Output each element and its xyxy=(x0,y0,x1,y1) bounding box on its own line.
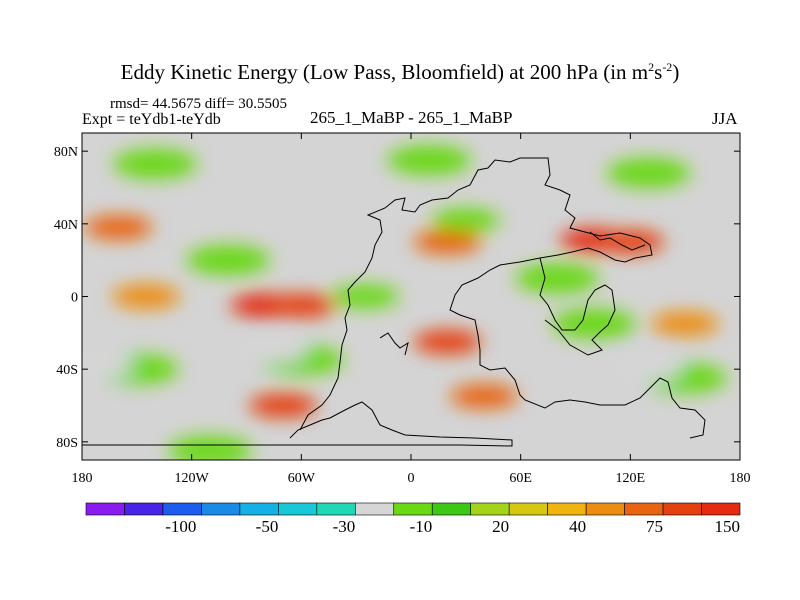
field-region-14 xyxy=(186,245,271,276)
coastline-antarctica xyxy=(82,401,513,447)
colorbar-label: -100 xyxy=(165,517,196,536)
field-region-11 xyxy=(113,148,198,179)
field-region-15 xyxy=(331,284,400,309)
chart-title: Eddy Kinetic Energy (Low Pass, Bloomfiel… xyxy=(120,60,680,84)
y-tick-label: 0 xyxy=(71,291,78,306)
coastline-india xyxy=(539,257,616,356)
field-region-23 xyxy=(239,339,308,363)
field-region-25 xyxy=(167,435,252,460)
field-region-4 xyxy=(413,230,482,254)
colorbar-label: -50 xyxy=(256,517,279,536)
field-region-24 xyxy=(614,357,683,382)
colorbar-swatch xyxy=(278,502,318,516)
colorbar-swatch xyxy=(701,502,741,516)
colorbar-swatch xyxy=(547,502,587,516)
colorbar-label: -30 xyxy=(333,517,356,536)
coastline-seasia xyxy=(589,231,646,251)
x-tick-label: 60W xyxy=(288,471,316,486)
x-tick-label: 120E xyxy=(616,471,646,486)
plot-background xyxy=(82,133,740,460)
field-region-22 xyxy=(82,353,135,378)
colorbar-swatch xyxy=(239,502,279,516)
colorbar-label: 75 xyxy=(646,517,663,536)
axes: 180 120W 60W 0 60E 120E 180 80N 40N 0 40S 80S xyxy=(54,133,751,486)
y-tick-label: 80N xyxy=(54,145,78,160)
field-region-13 xyxy=(606,157,691,188)
field-region-9 xyxy=(450,384,519,409)
colorbar-swatch xyxy=(316,502,356,516)
colorbar-swatch xyxy=(624,502,664,516)
coastline-lake xyxy=(379,332,409,356)
field-region-3 xyxy=(267,293,336,318)
colorbar-label: 150 xyxy=(715,517,741,536)
field-region-21 xyxy=(431,208,500,233)
field-region-16 xyxy=(515,263,600,294)
colorbar-swatch xyxy=(201,502,241,516)
field-layer xyxy=(82,145,728,460)
x-tick-label: 120W xyxy=(175,471,210,486)
field-region-17 xyxy=(551,308,636,339)
colorbar-swatch xyxy=(85,502,125,516)
colorbar: -100 -50 -30 -10 20 40 75 150 xyxy=(85,502,741,536)
season-label: JJA xyxy=(712,109,738,128)
y-tick-label: 40S xyxy=(56,363,78,378)
colorbar-label: -10 xyxy=(410,517,433,536)
y-tick-label: 40N xyxy=(54,218,78,233)
stats-label: rmsd= 44.5675 diff= 30.5505 xyxy=(110,96,288,112)
colorbar-swatch xyxy=(393,502,433,516)
colorbar-swatch xyxy=(354,502,395,516)
field-region-6 xyxy=(596,230,665,254)
difference-label: 265_1_MaBP - 265_1_MaBP xyxy=(310,108,513,127)
field-region-0 xyxy=(84,215,153,240)
field-region-12 xyxy=(387,145,472,176)
colorbar-swatch xyxy=(662,502,702,516)
colorbar-swatch xyxy=(470,502,510,516)
x-tick-label: 180 xyxy=(730,471,751,486)
colorbar-swatch xyxy=(124,502,164,516)
colorbar-label: 40 xyxy=(569,517,586,536)
y-tick-label: 80S xyxy=(56,436,78,451)
x-tick-label: 60E xyxy=(509,471,532,486)
x-tick-label: 180 xyxy=(72,471,93,486)
colorbar-swatch xyxy=(508,502,548,516)
colorbar-swatch xyxy=(585,502,625,516)
field-region-8 xyxy=(249,393,318,418)
x-tick-label: 0 xyxy=(408,471,415,486)
coastlines xyxy=(82,157,706,447)
field-region-1 xyxy=(111,284,180,309)
colorbar-swatch xyxy=(431,502,472,516)
colorbar-swatch xyxy=(162,502,202,516)
coastline-africa-europe xyxy=(299,157,706,439)
field-region-7 xyxy=(413,329,482,354)
field-region-10 xyxy=(651,311,720,336)
experiment-label: Expt = teYdb1-teYdb xyxy=(82,111,221,128)
colorbar-label: 20 xyxy=(492,517,509,536)
